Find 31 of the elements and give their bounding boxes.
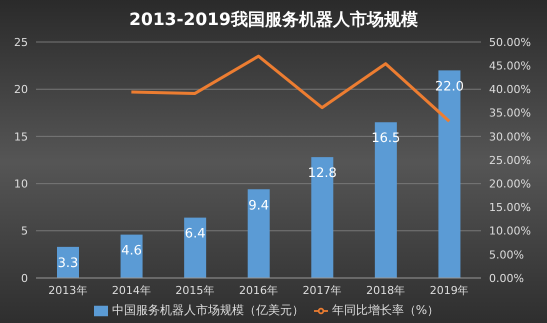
y2-tick-label: 35.00% xyxy=(489,106,531,120)
y-tick-label: 20 xyxy=(14,83,28,96)
x-tick-label: 2019年 xyxy=(430,284,469,297)
y2-tick-label: 20.00% xyxy=(489,178,531,191)
x-tick-label: 2014年 xyxy=(112,284,151,297)
data-label: 4.6 xyxy=(121,244,142,259)
y2-tick-label: 30.00% xyxy=(489,130,531,144)
legend-label: 年同比增长率（%） xyxy=(332,303,440,317)
y-tick-label: 5 xyxy=(21,224,28,238)
y2-tick-label: 25.00% xyxy=(489,154,531,167)
y2-tick-label: 10.00% xyxy=(489,224,531,238)
data-label: 6.4 xyxy=(184,226,206,242)
y2-tick-label: 15.00% xyxy=(489,201,531,214)
data-label: 9.4 xyxy=(248,198,270,214)
x-tick-label: 2013年 xyxy=(48,284,88,297)
y2-tick-label: 50.00% xyxy=(489,36,531,49)
y2-tick-label: 45.00% xyxy=(489,60,531,73)
x-tick-label: 2018年 xyxy=(366,284,406,297)
chart-title: 2013-2019我国服务机器人市场规模 xyxy=(128,9,419,32)
y-tick-label: 15 xyxy=(14,130,28,144)
data-label: 3.3 xyxy=(58,256,78,271)
x-tick-label: 2016年 xyxy=(239,284,278,297)
y2-tick-label: 0.00% xyxy=(489,272,524,285)
y-tick-label: 10 xyxy=(14,178,28,191)
legend-label: 中国服务机器人市场规模（亿美元） xyxy=(112,303,304,317)
x-tick-label: 2015年 xyxy=(175,284,214,297)
y-tick-label: 25 xyxy=(14,36,28,49)
y2-tick-label: 5.00% xyxy=(489,248,524,262)
x-tick-label: 2017年 xyxy=(302,284,342,297)
y2-tick-label: 40.00% xyxy=(489,83,531,96)
y-tick-label: 0 xyxy=(21,272,28,285)
